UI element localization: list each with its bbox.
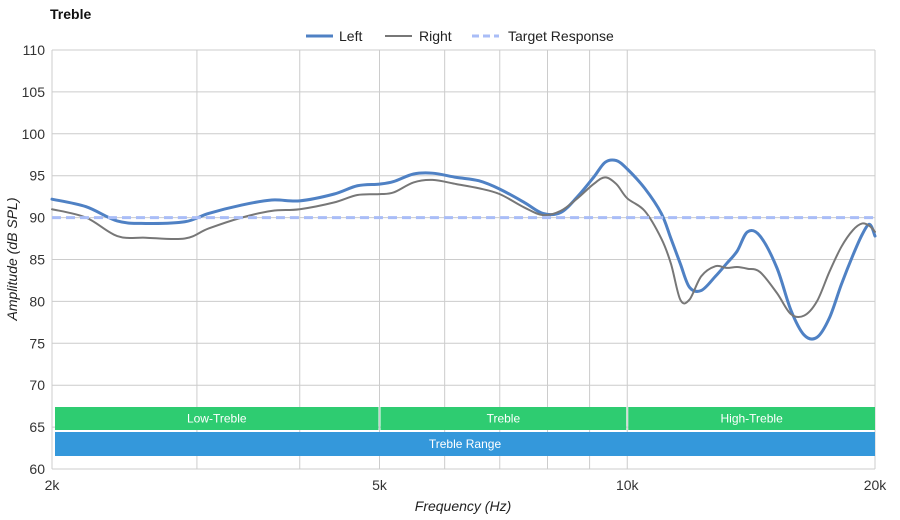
legend-label: Target Response [508,28,614,44]
range-band [55,432,875,456]
x-axis-label: Frequency (Hz) [415,498,511,514]
chart-grid [51,49,876,470]
series-line-left [50,158,877,341]
y-tick-label: 110 [23,42,46,58]
chart-series [50,158,877,341]
chart-title: Treble [50,6,91,22]
range-band-label: High-Treble [721,412,784,426]
y-tick-label: 70 [29,377,45,393]
series-line-right [51,176,876,319]
y-tick-label: 85 [29,252,45,268]
y-tick-label: 100 [22,126,46,142]
range-band-label: Treble Range [429,437,502,451]
y-tick-label: 105 [22,84,46,100]
range-bands: Low-Treble Treble High-Treble Treble Range [55,407,875,456]
x-tick-label: 10k [616,477,640,493]
y-tick-label: 65 [29,419,45,435]
range-band-label: Low-Treble [187,412,247,426]
y-tick-label: 90 [29,210,45,226]
x-tick-label: 5k [372,477,388,493]
legend-label: Right [419,28,452,44]
x-tick-label: 20k [864,477,888,493]
y-tick-label: 80 [29,293,45,309]
axis-ticks: 60 65 70 75 80 85 90 95 100 105 110 2k 5k 10k 20k [22,42,888,493]
range-band [380,407,627,430]
legend-label: Left [339,28,362,44]
y-axis-label: Amplitude (dB SPL) [4,198,20,322]
y-tick-label: 60 [29,461,45,477]
chart-legend: Left Right Target Response [306,28,614,44]
y-tick-label: 75 [29,335,45,351]
range-band [55,407,379,430]
y-tick-label: 95 [29,168,45,184]
range-band-label: Treble [487,412,521,426]
x-tick-label: 2k [45,477,61,493]
range-band [628,407,875,430]
